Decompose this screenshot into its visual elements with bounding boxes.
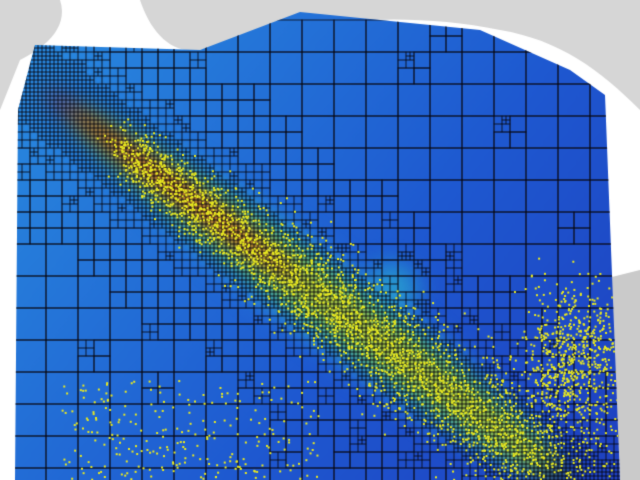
simulation-render	[0, 0, 640, 480]
